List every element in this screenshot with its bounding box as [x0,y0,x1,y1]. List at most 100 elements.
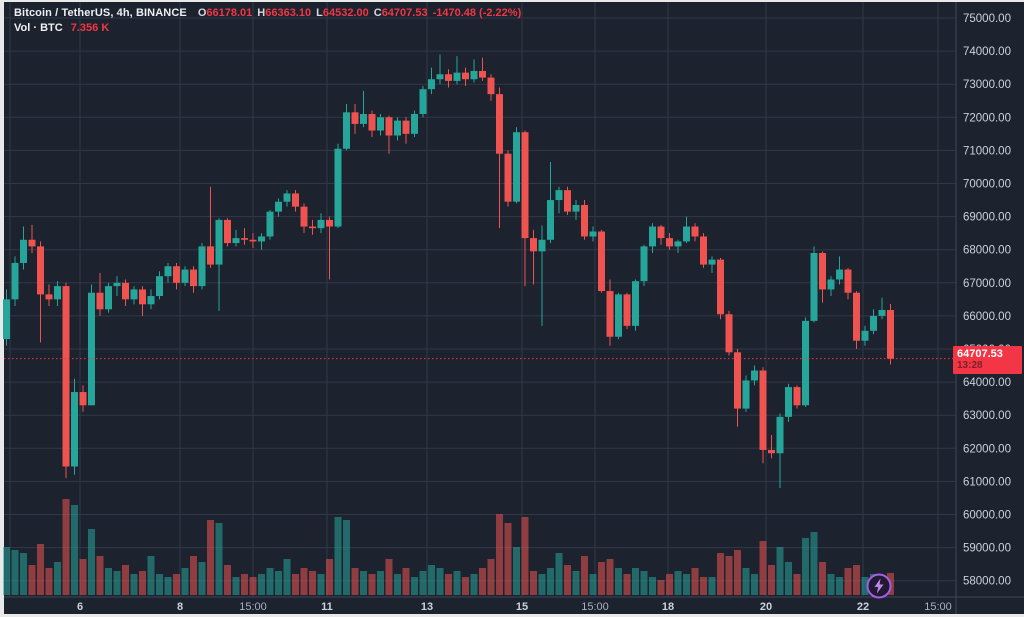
lightning-icon [866,573,892,599]
candle-body [530,238,537,252]
volume-bar [428,565,435,595]
candle-body [708,259,716,265]
volume-bar [623,574,631,595]
candle-body [615,294,622,337]
candle-body [819,253,826,290]
candle-body [700,236,707,265]
candle-body [215,219,223,265]
volume-bar [292,574,299,595]
candle-body [853,292,860,341]
price-axis[interactable] [956,2,1024,597]
candle-body [632,281,639,326]
candle-body [317,219,325,229]
volume-label[interactable]: Vol · BTC [14,22,63,34]
candle-body [742,380,750,409]
candle-body [827,279,835,290]
volume-bar [71,505,78,595]
candle-body [479,70,486,78]
time-axis-label: 11 [321,601,333,613]
candle-body [173,266,180,283]
candle-body [683,226,690,242]
candle-body [266,211,274,237]
candle-body [360,113,367,124]
candle-body [768,449,775,454]
time-axis-label: 15 [516,601,528,613]
volume-bar [674,571,682,595]
volume-bar [615,568,622,595]
price-axis-label: 74000.00 [963,46,1011,58]
volume-bar [819,562,826,595]
candle-body [88,292,95,406]
candle-body [181,269,189,283]
candle-body [275,201,282,212]
volume-bar [266,568,274,595]
candle-body [861,330,869,341]
candle-body [734,352,741,409]
volume-bar [326,559,333,595]
candle-body [844,269,852,293]
candle-body [113,282,121,287]
volume-bar [589,574,597,595]
volume-bar [147,556,155,595]
candle-body [870,315,877,331]
candle-body [122,282,129,300]
last-price-badge: 64707.53 13:28 [953,345,1022,374]
time-axis[interactable] [4,597,956,614]
candle-body [581,205,588,237]
volume-bar [751,574,758,595]
candle-body [887,310,894,359]
volume-bar [385,559,393,595]
volume-bar [173,574,180,595]
legend: Bitcoin / TetherUS, 4h, BINANCE O66178.01… [14,6,521,35]
volume-bar [79,559,87,595]
volume-bar [62,499,70,595]
candle-body [71,392,78,467]
time-axis-label: 8 [177,601,183,613]
volume-bar [139,571,146,595]
time-axis-label: 15:00 [239,601,267,613]
volume-bar [445,574,452,595]
volume-bar [394,574,401,595]
candle-body [521,132,529,239]
price-axis-label: 67000.00 [963,278,1011,290]
candle-body [691,226,699,237]
candle-body [674,241,682,247]
volume-bar [666,574,673,595]
candle-body [79,392,87,406]
volume-bar [810,532,818,595]
volume-bar [530,571,537,595]
candle-body [351,112,359,124]
price-axis-label: 69000.00 [963,212,1011,224]
volume-bar [581,556,588,595]
volume-bar [572,571,580,595]
price-axis-label: 68000.00 [963,245,1011,257]
symbol-title[interactable]: Bitcoin / TetherUS, 4h, BINANCE [14,7,187,19]
candle-body [717,259,724,315]
volume-bar [640,571,648,595]
volume-bar [708,577,716,595]
volume-bar [827,574,835,595]
volume-bar [241,574,248,595]
ohlc-label: O [197,7,207,19]
volume-bar [402,568,410,595]
candle-body [147,296,155,305]
candle-body [759,370,767,450]
candle-body [309,226,316,229]
candle-body [487,77,495,95]
boost-button[interactable] [866,573,892,599]
volume-bar [793,574,801,595]
change-value: -1470.48 (-2.22%) [432,7,522,19]
candle-body [207,246,214,265]
time-axis-label: 22 [857,601,869,613]
volume-bar [207,520,214,595]
volume-bar [122,565,129,595]
volume-bar [37,544,44,595]
candle-body [572,205,580,212]
candle-body [394,120,401,136]
volume-bar [700,577,707,595]
candle-body [725,314,733,353]
volume-bar [470,574,478,595]
time-axis-label: 20 [760,601,772,613]
